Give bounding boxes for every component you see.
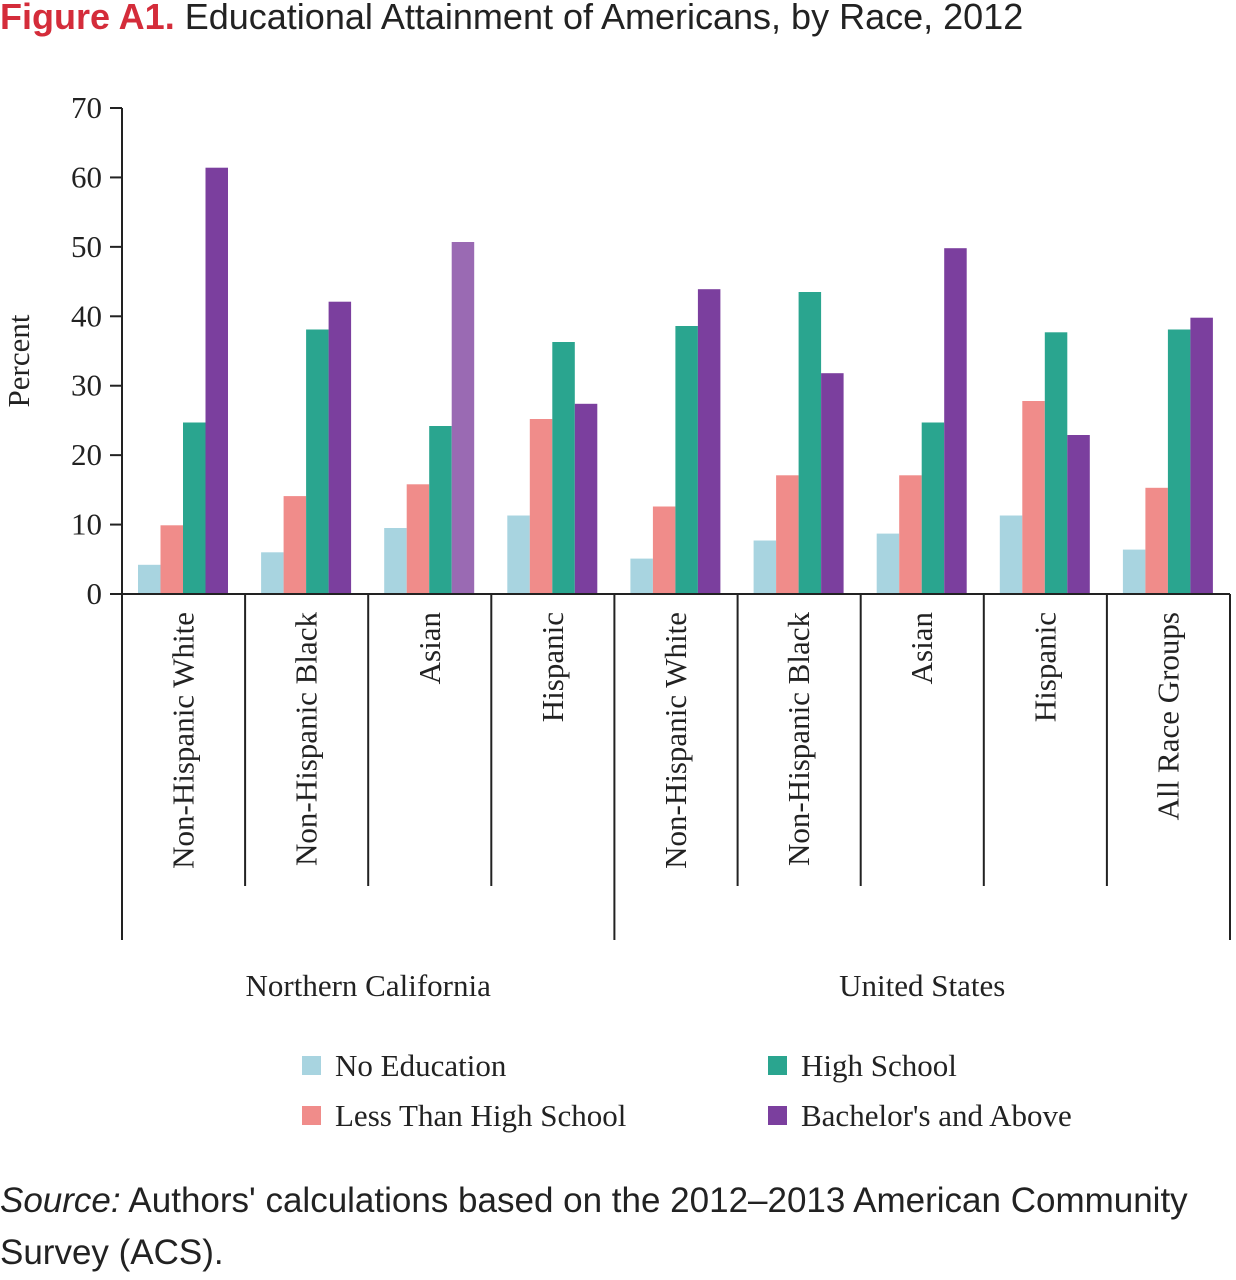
bar-1-4 xyxy=(507,515,530,594)
bar-1-6 xyxy=(753,540,777,594)
y-tick-label: 0 xyxy=(87,576,103,611)
y-tick-label: 40 xyxy=(71,298,102,333)
category-label: Asian xyxy=(412,612,447,685)
bar-1-3 xyxy=(384,528,407,594)
category-label: Non-Hispanic White xyxy=(166,612,201,869)
figure-label: Figure A1. xyxy=(0,0,175,37)
bar-4-9 xyxy=(1190,317,1213,594)
y-tick-label: 10 xyxy=(71,507,102,542)
category-label: Hispanic xyxy=(1027,612,1062,722)
figure-title-text: Educational Attainment of Americans, by … xyxy=(184,0,1024,37)
bar-1-1 xyxy=(138,564,161,594)
legend-label-1: No Education xyxy=(335,1048,507,1083)
figure-title: Figure A1. Educational Attainment of Ame… xyxy=(0,0,1023,38)
source-text: Authors' calculations based on the 2012–… xyxy=(0,1181,1188,1272)
bar-3-1 xyxy=(183,422,206,594)
group-label: United States xyxy=(839,968,1005,1003)
legend-label-3: High School xyxy=(801,1048,957,1083)
bar-4-1 xyxy=(205,167,228,594)
bar-4-8 xyxy=(1067,435,1090,594)
bar-3-2 xyxy=(306,329,329,594)
bar-4-3 xyxy=(451,242,475,594)
bar-4-6 xyxy=(821,373,844,594)
bar-3-6 xyxy=(798,292,822,594)
bar-4-7 xyxy=(944,248,967,594)
y-tick-label: 20 xyxy=(71,437,102,472)
bar-2-2 xyxy=(283,496,307,594)
source-label: Source: xyxy=(0,1181,121,1220)
bar-1-7 xyxy=(876,533,900,594)
bar-1-8 xyxy=(999,515,1023,594)
category-label: Non-Hispanic Black xyxy=(289,612,324,866)
bar-1-2 xyxy=(261,552,284,594)
source-note: Source: Authors' calculations based on t… xyxy=(0,1175,1236,1279)
bar-4-5 xyxy=(697,289,721,594)
y-tick-label: 30 xyxy=(71,368,102,403)
bar-2-6 xyxy=(776,475,799,594)
bar-2-9 xyxy=(1145,487,1168,594)
legend-swatch-4 xyxy=(768,1106,787,1125)
bar-2-3 xyxy=(406,484,430,594)
category-label: All Race Groups xyxy=(1150,612,1185,820)
legend-label-2: Less Than High School xyxy=(335,1098,626,1133)
bar-3-3 xyxy=(429,426,452,594)
bar-2-1 xyxy=(160,525,183,594)
legend-label-4: Bachelor's and Above xyxy=(801,1098,1072,1133)
legend-swatch-1 xyxy=(302,1056,321,1075)
group-label: Northern California xyxy=(246,968,492,1003)
bar-1-9 xyxy=(1122,549,1146,594)
category-label: Asian xyxy=(904,612,939,685)
category-label: Hispanic xyxy=(535,612,570,722)
bar-4-2 xyxy=(328,301,352,594)
bar-3-4 xyxy=(552,342,575,594)
category-label: Non-Hispanic White xyxy=(658,612,693,869)
y-tick-label: 60 xyxy=(71,159,102,194)
bar-2-7 xyxy=(899,475,922,594)
legend-swatch-3 xyxy=(768,1056,787,1075)
y-tick-label: 50 xyxy=(71,229,102,264)
category-label: Non-Hispanic Black xyxy=(781,612,816,866)
bar-chart: 0 10 20 30 40 50 60 70 Percent Non-Hispanic White… xyxy=(1,90,1231,1133)
y-axis-label: Percent xyxy=(1,314,36,407)
bar-4-4 xyxy=(574,403,598,594)
bar-3-5 xyxy=(675,326,698,594)
bar-3-7 xyxy=(921,422,945,594)
y-tick-label: 70 xyxy=(71,90,102,125)
legend-swatch-2 xyxy=(302,1106,321,1125)
bar-2-4 xyxy=(529,419,553,594)
bar-3-8 xyxy=(1044,332,1068,594)
bar-2-8 xyxy=(1022,401,1045,594)
bar-2-5 xyxy=(652,506,676,594)
bar-1-5 xyxy=(630,558,653,594)
bar-3-9 xyxy=(1167,329,1191,594)
